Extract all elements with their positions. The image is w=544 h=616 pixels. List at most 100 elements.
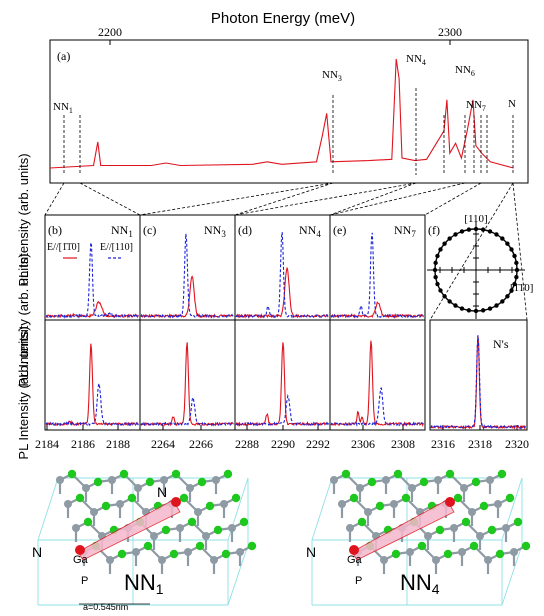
p-atom	[117, 549, 127, 559]
panel-name-ns: N's	[493, 337, 509, 351]
atom-label-p-right: P	[355, 575, 362, 587]
polar-data-point	[487, 306, 493, 311]
spectrum-red-line	[235, 342, 329, 427]
p-atom	[171, 469, 181, 479]
spectrum-red-line	[45, 343, 139, 427]
ga-atom	[82, 484, 90, 492]
p-atom	[461, 517, 471, 527]
polar-data-point	[447, 236, 452, 241]
polar-data-point	[494, 232, 499, 237]
ga-atom	[220, 500, 228, 508]
peak-marker-lines	[63, 88, 514, 175]
lower-panels: PL Intensity (arb. units) PL Intensity (…	[16, 213, 533, 460]
ga-atom	[338, 500, 346, 508]
ga-atom	[134, 484, 142, 492]
p-atom	[239, 517, 249, 527]
p-atom	[247, 541, 257, 551]
p-atom	[471, 477, 481, 487]
ga-atom	[210, 556, 218, 564]
lower-plot-frame	[234, 319, 331, 431]
n-pair-highlight	[77, 499, 181, 561]
p-atom	[161, 525, 171, 535]
spectrum-blue-line	[330, 232, 424, 319]
legend-red-label: E//[1̄1̄0]	[47, 242, 80, 253]
top-tick-label: 2300	[438, 25, 462, 39]
ga-atom	[132, 548, 140, 556]
ga-atom	[406, 548, 414, 556]
top-ylabel: PL Intensity (arb. units)	[16, 153, 31, 286]
x-tick-label: 2318	[468, 437, 492, 451]
top-plot-frame	[49, 39, 529, 184]
ga-atom	[382, 476, 390, 484]
ga-atom	[72, 524, 80, 532]
ga-atom	[236, 548, 244, 556]
lower-spectra	[45, 232, 527, 430]
p-atom	[143, 541, 153, 551]
ga-atom	[90, 508, 98, 516]
panel-label-d: (d)	[238, 223, 252, 237]
p-atom	[145, 477, 155, 487]
spectrum-blue-line	[140, 396, 234, 427]
peak-label-n: N	[508, 98, 516, 110]
p-atom	[393, 469, 403, 479]
n-atom	[75, 545, 85, 555]
polar-data-point	[512, 281, 517, 287]
panel-label-a: (a)	[57, 49, 70, 63]
ga-atom	[108, 476, 116, 484]
ga-atom	[484, 556, 492, 564]
ga-atom	[468, 508, 476, 516]
ga-atom	[460, 484, 468, 492]
ga-atom	[486, 476, 494, 484]
polar-data-point	[494, 303, 499, 308]
polar-data-point	[487, 229, 493, 234]
ga-atom	[176, 524, 184, 532]
panel-name-nn3: NN3	[204, 223, 226, 239]
ga-atom	[184, 548, 192, 556]
spectrum-blue-line	[330, 387, 424, 427]
polar-data-point	[473, 308, 479, 314]
lower-ylabel-lower: PL Intensity (arb. units)	[16, 326, 31, 459]
ga-atom	[160, 476, 168, 484]
structure-name-left: NN1	[124, 570, 164, 597]
n-atom	[349, 545, 359, 555]
polar-data-point	[514, 274, 519, 280]
polar-data-point	[435, 281, 440, 287]
p-atom	[469, 541, 479, 551]
structure-labels: N N Ga P NN1 a=0.545nm N Ga P NN4	[32, 484, 440, 612]
p-atom	[93, 477, 103, 487]
spectrum-red-line	[235, 267, 329, 319]
p-atom	[83, 517, 93, 527]
ga-atom	[450, 524, 458, 532]
p-atom	[391, 549, 401, 559]
p-atom	[505, 493, 515, 503]
polar-data-point	[473, 226, 479, 232]
p-atom	[213, 525, 223, 535]
p-atom	[513, 517, 523, 527]
peak-label-nn4: NN4	[406, 53, 426, 67]
x-tick-label: 2264	[151, 437, 175, 451]
spectrum-red-line	[140, 342, 234, 427]
p-atom	[221, 549, 231, 559]
top-spectrum-line	[49, 58, 514, 169]
p-atom	[349, 493, 359, 503]
lower-plot-frame	[139, 319, 236, 431]
polar-data-point	[453, 232, 458, 237]
ga-atom	[116, 500, 124, 508]
crystal-structure-nn4	[311, 469, 531, 606]
spectrum-blue-line	[430, 335, 526, 430]
polar-data-point	[435, 253, 440, 259]
polar-data-point	[447, 299, 452, 304]
spectrum-blue-line	[235, 394, 329, 427]
p-atom	[205, 501, 215, 511]
ga-atom	[458, 548, 466, 556]
p-atom	[119, 469, 129, 479]
ga-atom	[476, 532, 484, 540]
polar-data-point	[459, 306, 465, 311]
x-tick-label: 2308	[391, 437, 415, 451]
spectrum-blue-line	[140, 233, 234, 319]
panel-label-f: (f)	[428, 223, 440, 237]
structure-name-right: NN4	[400, 570, 440, 597]
ga-atom	[330, 476, 338, 484]
zoom-connector-lines	[44, 182, 528, 321]
